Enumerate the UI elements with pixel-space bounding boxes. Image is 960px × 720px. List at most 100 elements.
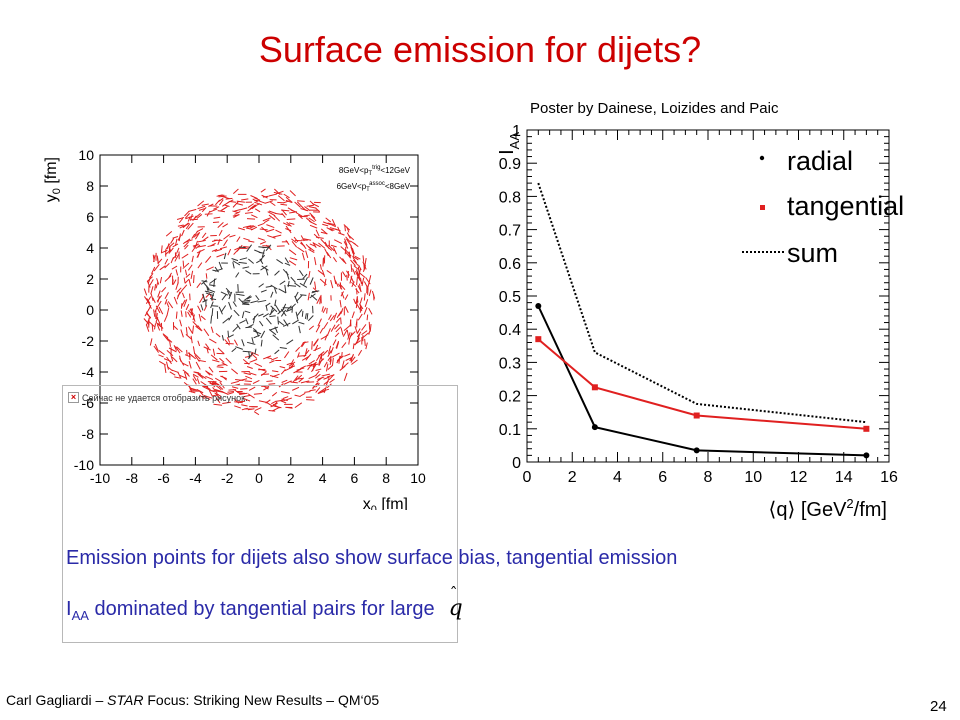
emission-point-outer (318, 358, 323, 366)
emission-point-outer (322, 223, 329, 227)
y-tick-label: 10 (78, 147, 94, 163)
emission-point-outer (232, 201, 239, 208)
emission-point-outer (364, 299, 369, 308)
emission-point-outer (291, 238, 297, 244)
emission-point-inner (244, 295, 251, 301)
emission-point-outer (181, 292, 185, 299)
emission-point-outer (272, 403, 281, 409)
emission-point-outer (174, 253, 180, 262)
emission-point-outer (330, 347, 334, 354)
emission-point-outer (328, 228, 335, 231)
emission-point-outer (361, 277, 365, 287)
emission-point-outer (252, 379, 260, 384)
emission-point-outer (191, 246, 196, 253)
emission-point-outer (216, 253, 225, 258)
emission-point-outer (349, 354, 354, 362)
emission-point-inner (247, 258, 254, 264)
emission-point-outer (193, 243, 200, 248)
series-line-sum (537, 182, 867, 424)
emission-point-outer (153, 263, 160, 272)
emission-point-outer (224, 339, 230, 346)
emission-point-inner (209, 278, 217, 284)
emission-point-outer (150, 286, 154, 295)
emission-point-outer (231, 386, 239, 389)
emission-point-outer (331, 219, 337, 227)
emission-point-inner (306, 313, 309, 320)
emission-point-outer (189, 213, 193, 221)
emission-point-inner (277, 308, 285, 315)
emission-point-outer (281, 379, 288, 383)
emission-point-outer (194, 212, 201, 219)
emission-point-outer (357, 349, 363, 356)
emission-point-inner (242, 266, 250, 269)
emission-point-outer (313, 363, 320, 366)
emission-point-inner (304, 313, 307, 319)
emission-point-outer (188, 208, 197, 212)
iaa-plot-svg: 0 2 4 6 8 10 12 14 16 0 0.1 0.2 0.3 0.4 0.5 0.6 0.7 0.8 0.… (496, 123, 904, 521)
y-tick-label: 0.1 (499, 422, 521, 439)
emission-point-outer (288, 249, 297, 256)
emission-point-outer (350, 276, 354, 283)
emission-point-outer (356, 296, 359, 303)
emission-point-outer (322, 307, 327, 313)
emission-point-outer (344, 353, 351, 357)
x-tick-label: 14 (835, 469, 853, 486)
emission-point-outer (175, 269, 179, 276)
emission-point-outer (290, 359, 295, 366)
emission-point-outer (197, 262, 203, 269)
emission-point-outer (343, 241, 349, 249)
emission-point-outer (221, 206, 228, 211)
emission-point-outer (170, 354, 174, 362)
emission-point-outer (182, 362, 189, 367)
emission-point-inner (222, 317, 230, 324)
emission-point-outer (281, 212, 286, 218)
footer-rest: Focus: Striking New Results – QM‘05 (143, 692, 380, 708)
emission-point-outer (310, 214, 317, 222)
emission-point-outer (154, 343, 159, 351)
emission-point-inner (258, 283, 264, 288)
x-tick-label: 4 (613, 469, 622, 486)
emission-point-outer (308, 360, 315, 365)
x-tick-label: -4 (189, 470, 202, 486)
emission-point-outer (357, 313, 363, 321)
emission-point-inner (284, 284, 287, 294)
emission-point-outer (211, 359, 220, 363)
emission-point-outer (173, 296, 178, 305)
emission-point-outer (156, 317, 161, 326)
emission-point-outer (213, 206, 220, 210)
x-tick-label: 10 (744, 469, 762, 486)
emission-point-outer (158, 306, 164, 315)
emission-point-outer (330, 280, 334, 289)
emission-point-outer (340, 317, 342, 325)
emission-point-inner (274, 304, 281, 313)
emission-point-outer (333, 312, 338, 321)
emission-point-outer (365, 342, 368, 350)
emission-point-outer (323, 386, 327, 394)
emission-point-outer (193, 371, 200, 374)
emission-point-inner (218, 306, 223, 315)
emission-point-outer (199, 295, 204, 304)
emission-point-inner (260, 289, 267, 293)
emission-point-outer (316, 296, 322, 304)
legend-label-radial: radial (787, 146, 853, 176)
emission-point-inner (295, 311, 299, 320)
y-tick-label: 0.3 (499, 355, 521, 372)
emission-point-outer (158, 360, 166, 366)
emission-point-inner (286, 339, 294, 345)
emission-point-inner (228, 301, 232, 310)
series-line-radial (537, 305, 867, 457)
emission-point-outer (259, 200, 266, 204)
emission-point-inner (265, 244, 272, 252)
emission-point-outer (205, 370, 213, 376)
emission-point-outer (145, 317, 151, 326)
emission-point-outer (168, 347, 177, 353)
emission-point-outer (268, 383, 276, 385)
emission-point-outer (234, 209, 241, 212)
emission-point-inner (245, 326, 253, 329)
y-tick-label: 4 (86, 240, 94, 256)
emission-point-outer (319, 328, 324, 334)
emission-point-outer (300, 241, 307, 250)
emission-point-outer (311, 364, 317, 373)
emission-point-outer (197, 205, 206, 210)
emission-point-outer (206, 347, 209, 354)
